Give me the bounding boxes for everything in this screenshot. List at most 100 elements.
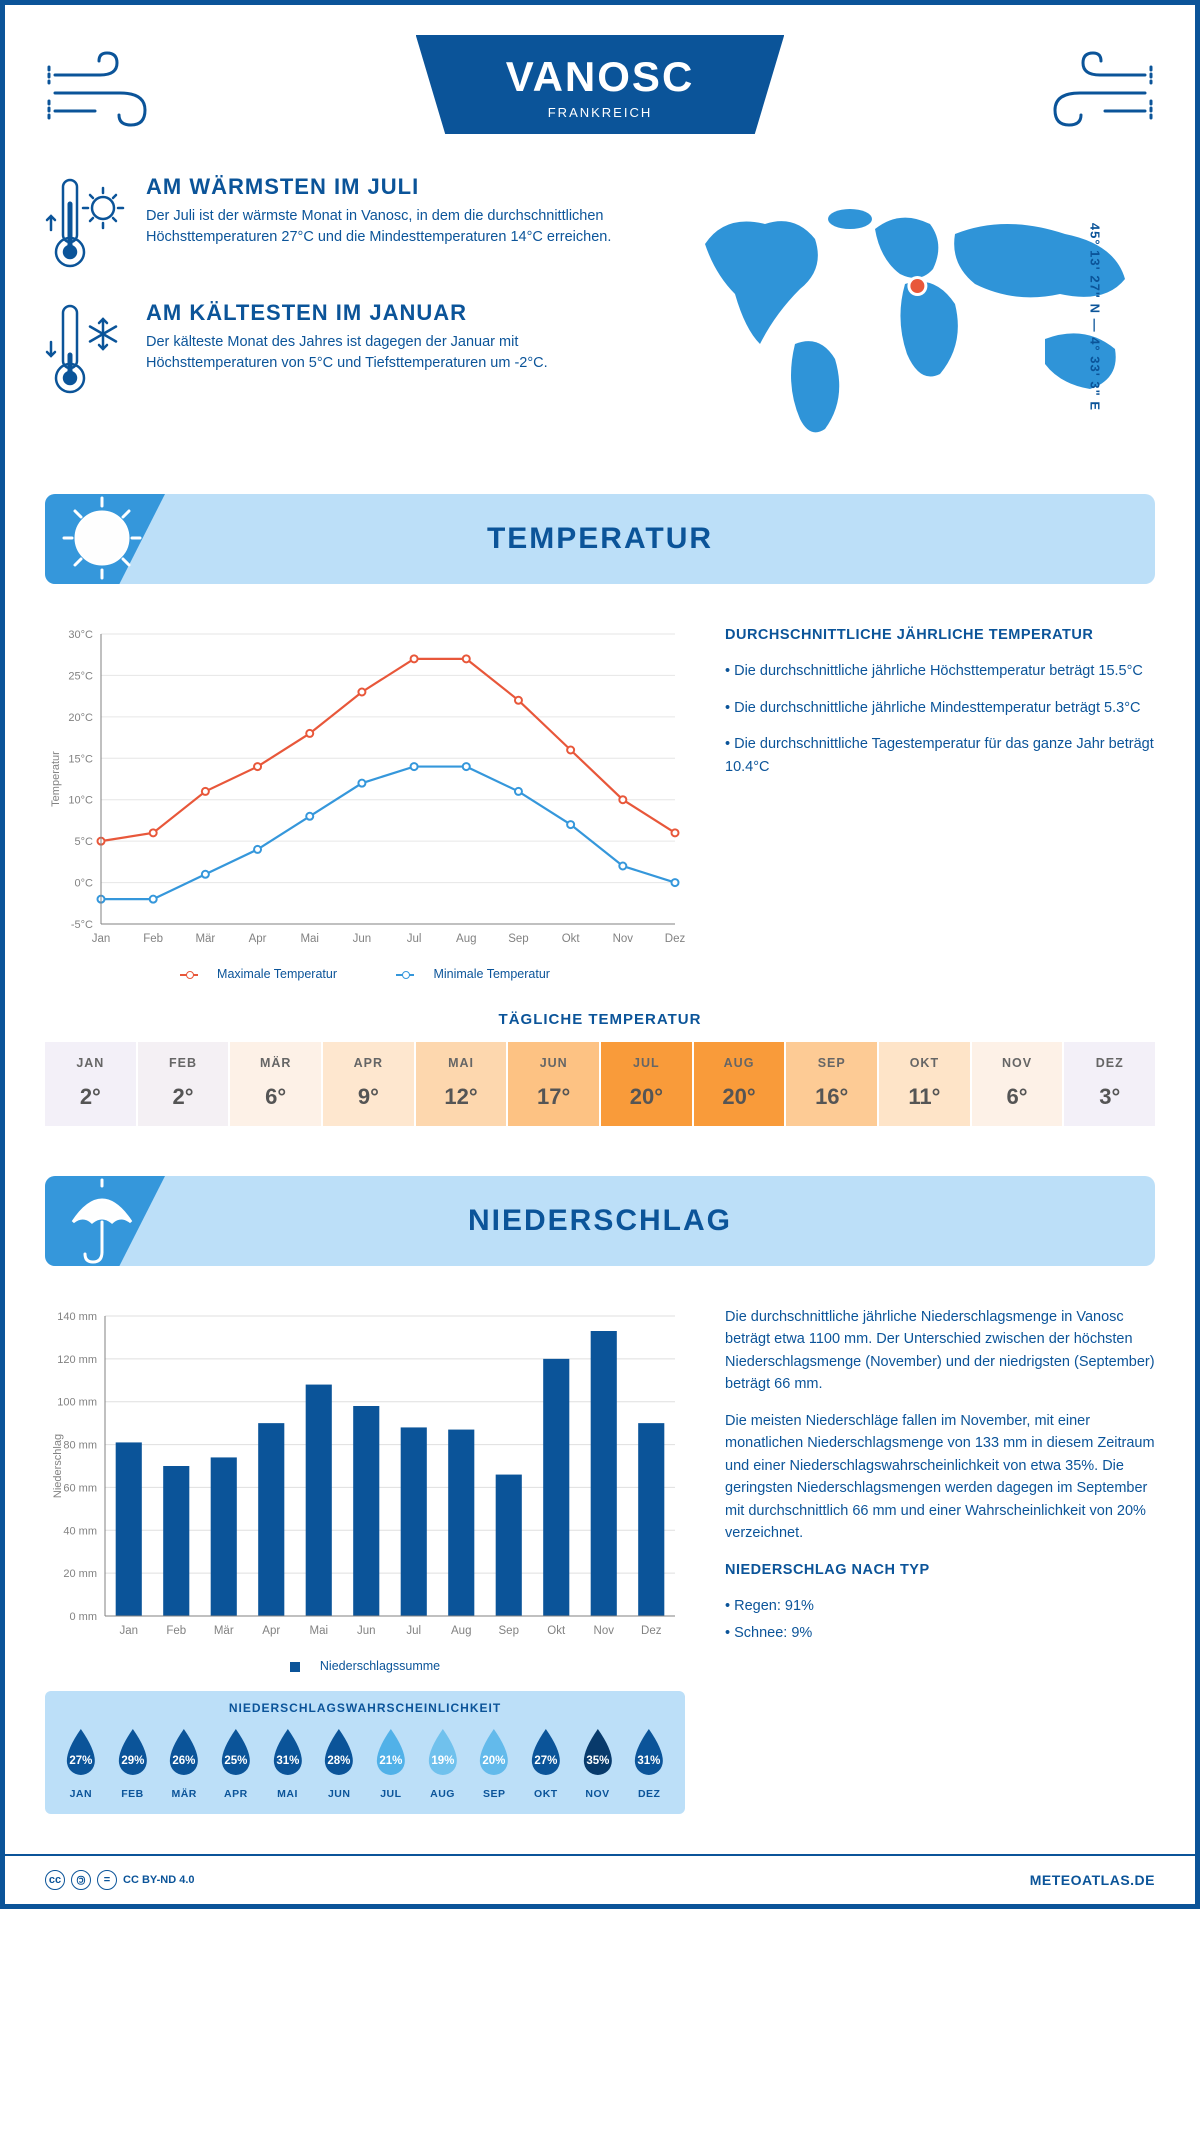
svg-text:40 mm: 40 mm [63, 1525, 97, 1537]
probability-drop: 26% MÄR [160, 1725, 208, 1800]
svg-text:100 mm: 100 mm [57, 1397, 97, 1409]
temp-cell: AUG20° [694, 1042, 785, 1126]
temp-bullet-3: • Die durchschnittliche Tagestemperatur … [725, 733, 1155, 778]
svg-text:20°C: 20°C [68, 712, 93, 724]
svg-text:5°C: 5°C [75, 836, 94, 848]
svg-text:Aug: Aug [456, 933, 476, 945]
svg-text:140 mm: 140 mm [57, 1311, 97, 1323]
umbrella-icon [55, 1170, 150, 1270]
svg-text:120 mm: 120 mm [57, 1354, 97, 1366]
probability-drop: 29% FEB [109, 1725, 157, 1800]
svg-text:-5°C: -5°C [71, 919, 93, 931]
daily-temp-table: JAN2° FEB2° MÄR6° APR9° MAI12° JUN17° JU… [45, 1042, 1155, 1126]
svg-text:Nov: Nov [613, 933, 634, 945]
cc-icon: cc [45, 1870, 65, 1890]
svg-text:Jun: Jun [357, 1625, 376, 1637]
thermometer-sun-icon [45, 174, 130, 274]
temp-cell: DEZ3° [1064, 1042, 1155, 1126]
temp-cell: FEB2° [138, 1042, 229, 1126]
temp-cell: MAI12° [416, 1042, 507, 1126]
svg-text:Niederschlag: Niederschlag [52, 1434, 64, 1498]
svg-text:80 mm: 80 mm [63, 1440, 97, 1452]
svg-text:Okt: Okt [562, 933, 581, 945]
temperature-line-chart: -5°C0°C5°C10°C15°C20°C25°C30°CJanFebMärA… [45, 624, 685, 954]
probability-drop: 31% MAI [264, 1725, 312, 1800]
sun-icon [55, 488, 150, 588]
svg-text:Jan: Jan [119, 1625, 138, 1637]
daily-temp-title: TÄGLICHE TEMPERATUR [45, 1011, 1155, 1028]
svg-text:Mär: Mär [195, 933, 215, 945]
svg-text:10°C: 10°C [68, 795, 93, 807]
svg-text:Jan: Jan [92, 933, 111, 945]
warm-fact-text: Der Juli ist der wärmste Monat in Vanosc… [146, 206, 645, 248]
svg-text:26%: 26% [173, 1755, 196, 1767]
svg-text:Mai: Mai [300, 933, 319, 945]
svg-text:Mär: Mär [214, 1625, 234, 1637]
svg-text:Aug: Aug [451, 1625, 471, 1637]
temp-cell: SEP16° [786, 1042, 877, 1126]
brand-label: METEOATLAS.DE [1030, 1872, 1155, 1888]
temperature-section-head: TEMPERATUR [45, 494, 1155, 584]
svg-text:25%: 25% [224, 1755, 247, 1767]
probability-drop: 35% NOV [574, 1725, 622, 1800]
temp-cell: APR9° [323, 1042, 414, 1126]
license-text: CC BY-ND 4.0 [123, 1874, 195, 1886]
svg-text:Nov: Nov [594, 1625, 615, 1637]
precip-type-2: • Schnee: 9% [725, 1622, 1155, 1644]
svg-text:27%: 27% [534, 1755, 557, 1767]
precipitation-section-head: NIEDERSCHLAG [45, 1176, 1155, 1266]
temp-cell: JAN2° [45, 1042, 136, 1126]
temp-cell: OKT11° [879, 1042, 970, 1126]
svg-text:Sep: Sep [508, 933, 528, 945]
probability-title: NIEDERSCHLAGSWAHRSCHEINLICHKEIT [57, 1701, 673, 1715]
wind-icon [45, 45, 165, 135]
wind-icon [1035, 45, 1155, 135]
svg-text:Jul: Jul [407, 933, 422, 945]
temp-bullet-1: • Die durchschnittliche jährliche Höchst… [725, 660, 1155, 682]
temp-cell: MÄR6° [230, 1042, 321, 1126]
svg-text:20%: 20% [483, 1755, 506, 1767]
svg-text:20 mm: 20 mm [63, 1568, 97, 1580]
svg-text:Temperatur: Temperatur [50, 751, 62, 807]
svg-text:Apr: Apr [262, 1625, 280, 1637]
precip-text-1: Die durchschnittliche jährliche Niedersc… [725, 1306, 1155, 1396]
svg-text:Okt: Okt [547, 1625, 566, 1637]
coordinates-label: 45° 13' 27" N — 4° 33' 3" E [1087, 222, 1102, 410]
temp-text-title: DURCHSCHNITTLICHE JÄHRLICHE TEMPERATUR [725, 624, 1155, 646]
temp-cell: NOV6° [972, 1042, 1063, 1126]
svg-text:Dez: Dez [641, 1625, 662, 1637]
precip-type-1: • Regen: 91% [725, 1595, 1155, 1617]
svg-text:Dez: Dez [665, 933, 685, 945]
by-icon: 🄯 [71, 1870, 91, 1890]
world-map [675, 174, 1155, 454]
svg-text:15°C: 15°C [68, 753, 93, 765]
svg-text:31%: 31% [276, 1755, 299, 1767]
svg-text:0°C: 0°C [75, 878, 94, 890]
warm-fact-title: AM WÄRMSTEN IM JULI [146, 174, 645, 200]
svg-text:21%: 21% [379, 1755, 402, 1767]
svg-text:Feb: Feb [143, 933, 163, 945]
svg-text:35%: 35% [586, 1755, 609, 1767]
probability-drop: 31% DEZ [625, 1725, 673, 1800]
temp-cell: JUL20° [601, 1042, 692, 1126]
title-banner: VANOSC FRANKREICH [416, 35, 785, 134]
temp-cell: JUN17° [508, 1042, 599, 1126]
svg-text:Apr: Apr [249, 933, 267, 945]
page-subtitle: FRANKREICH [506, 105, 695, 120]
license: cc 🄯 = CC BY-ND 4.0 [45, 1870, 195, 1890]
probability-drop: 20% SEP [470, 1725, 518, 1800]
svg-text:Jun: Jun [353, 933, 372, 945]
svg-text:30°C: 30°C [68, 629, 93, 641]
precip-text-2: Die meisten Niederschläge fallen im Nove… [725, 1410, 1155, 1545]
temp-bullet-2: • Die durchschnittliche jährliche Mindes… [725, 697, 1155, 719]
probability-drop: 27% OKT [522, 1725, 570, 1800]
cold-fact-title: AM KÄLTESTEN IM JANUAR [146, 300, 645, 326]
temperature-title: TEMPERATUR [487, 522, 713, 556]
probability-drop: 25% APR [212, 1725, 260, 1800]
precip-type-title: NIEDERSCHLAG NACH TYP [725, 1559, 1155, 1581]
svg-text:Sep: Sep [499, 1625, 519, 1637]
precipitation-title: NIEDERSCHLAG [468, 1204, 732, 1238]
svg-text:60 mm: 60 mm [63, 1482, 97, 1494]
svg-text:31%: 31% [638, 1755, 661, 1767]
temp-chart-legend: Maximale Temperatur Minimale Temperatur [45, 967, 685, 981]
